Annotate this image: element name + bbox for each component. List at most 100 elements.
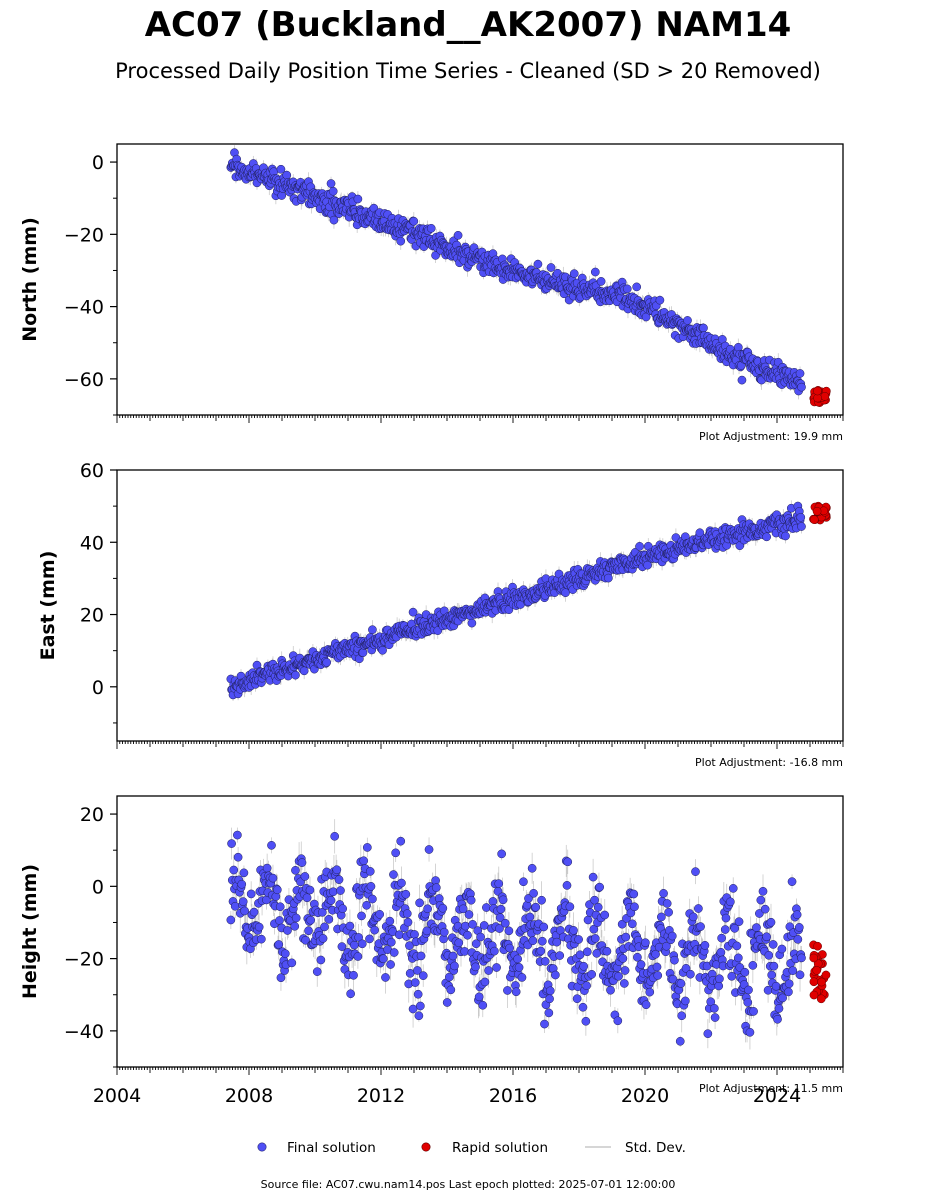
final-point: [401, 889, 411, 899]
final-point: [448, 951, 458, 961]
final-point: [391, 848, 401, 858]
final-point: [362, 900, 371, 910]
final-point: [291, 670, 300, 680]
y-tick-label: −40: [64, 297, 104, 319]
final-point: [699, 323, 708, 333]
plot-adjustment: Plot Adjustment: 19.9 mm: [699, 430, 843, 443]
final-point: [445, 972, 454, 982]
final-point: [358, 648, 368, 657]
final-point: [283, 926, 292, 935]
final-point: [527, 863, 537, 873]
chart-subtitle: Processed Daily Position Time Series - C…: [115, 59, 821, 83]
final-point: [495, 924, 504, 933]
final-point: [450, 961, 459, 971]
final-point: [505, 943, 514, 953]
final-point: [413, 966, 422, 975]
final-point: [357, 939, 367, 949]
final-point: [275, 902, 285, 912]
final-point: [569, 269, 579, 278]
final-point: [290, 921, 300, 931]
y-axis-label: East (mm): [37, 551, 59, 661]
final-point: [329, 215, 339, 225]
final-point: [280, 949, 290, 959]
final-point: [480, 977, 490, 987]
y-tick-label: 0: [92, 677, 104, 699]
final-point: [239, 868, 249, 878]
y-tick-label: 0: [92, 152, 104, 174]
final-point: [446, 985, 456, 995]
final-point: [389, 870, 398, 879]
final-point: [405, 968, 415, 978]
final-point: [306, 915, 316, 925]
final-point: [632, 282, 642, 292]
final-point: [282, 170, 292, 180]
final-point: [389, 948, 399, 957]
final-point: [426, 223, 436, 233]
final-point: [276, 164, 286, 174]
final-point: [495, 913, 505, 922]
final-point: [402, 909, 412, 918]
final-point: [797, 522, 806, 531]
final-point: [415, 1001, 425, 1011]
final-point: [353, 952, 363, 961]
final-point: [276, 973, 286, 983]
final-point: [536, 946, 546, 956]
final-point: [378, 954, 388, 964]
final-point: [476, 932, 485, 942]
final-point: [503, 986, 512, 995]
final-point: [643, 560, 652, 570]
final-point: [539, 922, 549, 932]
final-point: [291, 913, 301, 923]
final-point: [431, 883, 441, 893]
plot-frame: [116, 143, 844, 416]
final-point: [439, 927, 449, 937]
final-point: [326, 896, 336, 905]
final-points: [226, 830, 806, 1046]
final-point: [442, 998, 452, 1007]
final-point: [492, 963, 501, 972]
final-point: [781, 531, 790, 541]
final-point: [332, 865, 342, 875]
final-point: [540, 957, 550, 966]
final-point: [423, 904, 432, 914]
final-point: [468, 920, 477, 929]
final-point: [396, 836, 406, 846]
final-point: [500, 918, 510, 928]
final-point: [490, 946, 499, 956]
final-point: [262, 863, 272, 873]
final-point: [375, 909, 385, 919]
final-point: [479, 921, 489, 930]
chart-title: AC07 (Buckland__AK2007) NAM14: [145, 5, 792, 45]
final-point: [529, 888, 538, 898]
final-point: [336, 886, 345, 895]
final-point: [370, 925, 379, 935]
final-point: [655, 295, 665, 305]
final-point: [396, 236, 406, 246]
final-point: [227, 839, 236, 848]
final-point: [494, 879, 504, 889]
final-point: [460, 921, 470, 931]
final-point: [330, 831, 340, 841]
final-point: [546, 263, 556, 272]
final-point: [414, 1011, 424, 1021]
final-point: [408, 1004, 418, 1014]
final-point: [737, 375, 747, 385]
final-point: [537, 895, 546, 905]
final-point: [513, 954, 522, 964]
final-point: [683, 316, 692, 325]
final-point: [635, 542, 644, 551]
final-point: [517, 973, 527, 982]
rapid-point: [813, 386, 822, 396]
final-point: [368, 894, 377, 904]
final-point: [504, 926, 514, 936]
final-point: [287, 958, 297, 968]
final-point: [337, 942, 347, 951]
final-point: [496, 904, 506, 914]
final-point: [385, 916, 395, 926]
final-point: [291, 865, 300, 875]
final-point: [397, 878, 406, 888]
final-point: [514, 963, 524, 972]
final-point: [540, 1019, 549, 1029]
final-point: [357, 911, 366, 921]
